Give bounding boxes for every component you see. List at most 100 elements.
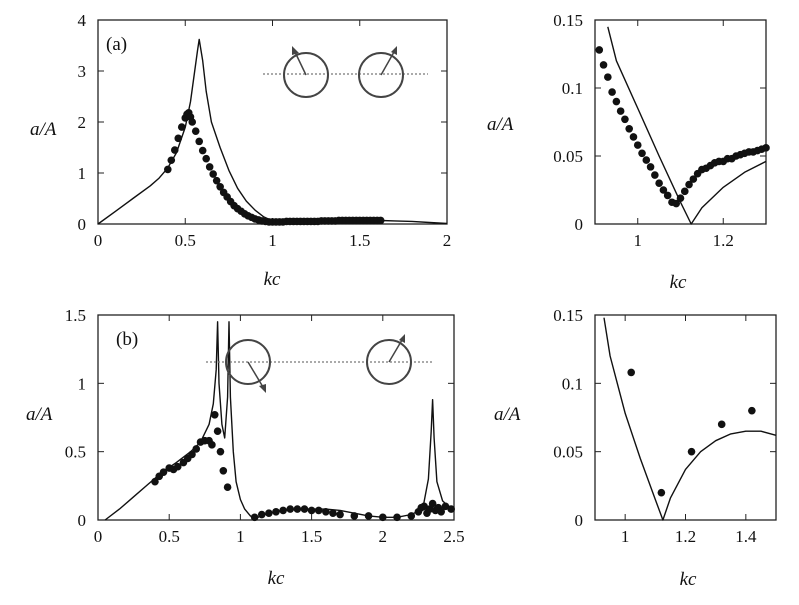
panel-a-zoom-data-point bbox=[595, 46, 604, 54]
panel-a-zoom-data-point bbox=[608, 88, 616, 96]
panel-a-data-point bbox=[195, 137, 204, 146]
panel-b-ytick-label: 0 bbox=[78, 511, 87, 530]
panel-a-ytick-label: 2 bbox=[78, 113, 87, 132]
panel-b-label: (b) bbox=[116, 329, 138, 350]
panel-a-data-point bbox=[170, 146, 179, 154]
panel-a-zoom-data-point bbox=[659, 186, 668, 194]
panel-a-zoom-data-point bbox=[655, 179, 663, 187]
panel-a-zoom-data-point bbox=[599, 61, 608, 69]
panel-a-xtick-label: 0.5 bbox=[175, 231, 196, 250]
panel-a-marks: 0 0.5 1 1.5 2 0 1 2 3 4 bbox=[78, 11, 452, 250]
panel-b-data-point bbox=[286, 505, 295, 513]
panel-a-ytick-label: 0 bbox=[78, 215, 87, 234]
panel-b-ytick-label: 1.5 bbox=[65, 306, 86, 325]
panel-b-data-point bbox=[250, 513, 259, 522]
panel-b-data-point bbox=[420, 502, 428, 511]
panel-a-zoom-data-point bbox=[685, 180, 693, 189]
panel-a-zoom-ytick-label: 0 bbox=[575, 215, 584, 234]
panel-a-zoom-data-point bbox=[604, 73, 612, 81]
panel-a-data-point bbox=[191, 127, 200, 135]
panel-b-data-point bbox=[307, 506, 316, 515]
panel-a-data-point bbox=[167, 156, 176, 165]
panel-a-data-point bbox=[209, 170, 217, 178]
panel-b-zoom-frame bbox=[594, 314, 777, 521]
panel-a-data-point bbox=[198, 146, 207, 155]
panel-b-data-point bbox=[350, 512, 359, 520]
panel-a-zoom-data-point bbox=[646, 163, 655, 171]
panel-b-data-point bbox=[265, 509, 273, 517]
panel-b-data-point bbox=[437, 508, 445, 516]
panel-b-xtick-label: 2 bbox=[379, 527, 388, 546]
panel-a-data-point bbox=[205, 163, 214, 171]
panel-b-data-point bbox=[272, 508, 280, 516]
panel-a-main: 0 0.5 1 1.5 2 0 1 2 3 4 (a) a/A kc bbox=[30, 11, 451, 290]
two-circles-diagram bbox=[263, 46, 428, 98]
panel-a-xtick-label: 0 bbox=[94, 231, 103, 250]
panel-b-zoom-xtick-label: 1.2 bbox=[675, 527, 696, 546]
panel-b-data-point bbox=[300, 505, 309, 513]
panel-b-data-point bbox=[188, 450, 196, 459]
panel-a-zoom-data-point bbox=[616, 107, 625, 115]
panel-b-ylabel: a/A bbox=[26, 404, 53, 425]
panel-b-xtick-label: 1.5 bbox=[301, 527, 322, 546]
panel-b-data-point bbox=[322, 508, 330, 516]
panel-b-zoom-ytick-label: 0.15 bbox=[553, 306, 583, 325]
panel-b-zoom-ylabel: a/A bbox=[494, 404, 521, 425]
panel-b-xtick-label: 2.5 bbox=[443, 527, 464, 546]
panel-a-zoom-frame bbox=[594, 19, 767, 225]
right-arrow bbox=[380, 51, 395, 76]
panel-a-zoom-data-point bbox=[663, 191, 672, 200]
panel-a-data-point bbox=[212, 176, 221, 185]
panel-b-main: 0 0.5 1 1.5 2 2.5 0 0.5 1 1.5 (b) a/A kc bbox=[26, 306, 465, 589]
panel-b-theory-line bbox=[104, 321, 455, 521]
panel-a-zoom-data-point bbox=[762, 144, 770, 152]
left-arrow bbox=[294, 51, 307, 76]
panel-b-data-point bbox=[379, 513, 387, 522]
panel-a-zoom-data-point bbox=[625, 125, 633, 133]
panel-b-zoom-data-point bbox=[657, 488, 666, 497]
panel-b-data-point bbox=[441, 502, 450, 511]
panel-b-zoom-data-point bbox=[687, 447, 696, 456]
right-arrow bbox=[388, 339, 403, 363]
panel-a-zoom-data-point bbox=[672, 199, 681, 208]
panel-b-data-point bbox=[293, 505, 302, 513]
panel-b-data-point bbox=[393, 513, 401, 522]
panel-a-zoom-data-point bbox=[612, 97, 621, 106]
panel-a-data-point bbox=[188, 118, 197, 126]
panel-b-zoom: 1 1.2 1.4 0 0.05 0.1 0.15 a/A kc bbox=[494, 306, 777, 590]
left-arrow-head-icon bbox=[292, 46, 299, 55]
panel-b-data-point bbox=[428, 499, 437, 508]
panel-a-zoom-data-point bbox=[689, 175, 698, 183]
panel-a-data-point bbox=[376, 216, 385, 225]
panel-b-zoom-xlabel: kc bbox=[680, 569, 697, 590]
panel-b-data-point bbox=[219, 467, 228, 475]
panel-a-ytick-label: 4 bbox=[78, 11, 87, 30]
right-circle bbox=[358, 52, 404, 98]
panel-a-data-point bbox=[164, 165, 172, 174]
panel-b-data-point bbox=[173, 462, 182, 471]
panel-b-zoom-marks: 1 1.2 1.4 0 0.05 0.1 0.15 bbox=[553, 306, 777, 546]
right-arrow-head-icon bbox=[391, 46, 397, 55]
panel-a-xtick-label: 1.5 bbox=[349, 231, 370, 250]
panel-a-zoom-ytick-label: 0.1 bbox=[562, 79, 583, 98]
panel-a-data-point bbox=[202, 154, 210, 163]
panel-b-data-point bbox=[279, 506, 287, 515]
right-arrow-head-icon bbox=[399, 334, 405, 343]
right-circle bbox=[366, 339, 412, 385]
panel-b-ytick-label: 1 bbox=[78, 374, 87, 393]
panel-b-data-point bbox=[336, 510, 344, 519]
panel-b-data-point bbox=[364, 512, 373, 520]
panel-b-xtick-label: 0 bbox=[94, 527, 103, 546]
left-arrow-head-icon bbox=[259, 384, 266, 393]
panel-b-xlabel: kc bbox=[268, 568, 285, 589]
panel-b-zoom-ytick-label: 0.1 bbox=[562, 374, 583, 393]
panel-a-label: (a) bbox=[106, 34, 127, 55]
panel-b-zoom-ytick-label: 0 bbox=[575, 511, 584, 530]
panel-a-zoom-ytick-label: 0.05 bbox=[553, 147, 583, 166]
panel-b-zoom-theory-line bbox=[603, 317, 777, 521]
panel-b-zoom-xtick-label: 1.4 bbox=[735, 527, 757, 546]
panel-a-zoom-theory-line bbox=[607, 26, 767, 225]
panel-b-data-point bbox=[223, 483, 232, 492]
panel-a-zoom-xtick-label: 1 bbox=[634, 231, 643, 250]
